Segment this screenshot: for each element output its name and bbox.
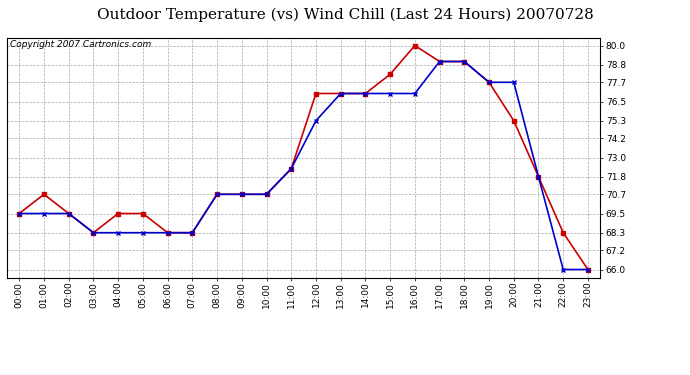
Text: Copyright 2007 Cartronics.com: Copyright 2007 Cartronics.com: [10, 40, 151, 49]
Text: Outdoor Temperature (vs) Wind Chill (Last 24 Hours) 20070728: Outdoor Temperature (vs) Wind Chill (Las…: [97, 8, 593, 22]
